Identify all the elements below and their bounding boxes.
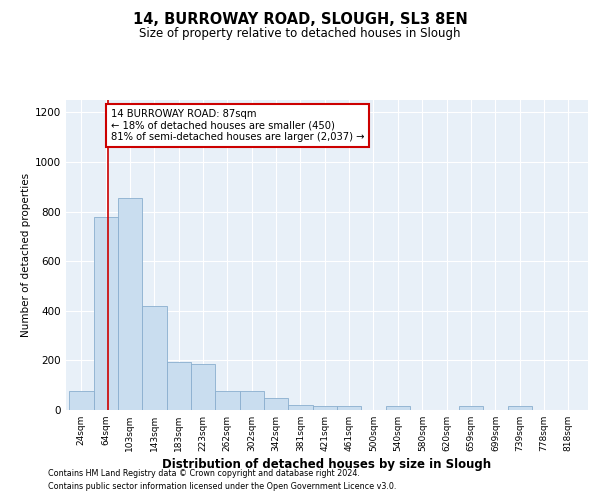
Bar [142, 306, 167, 410]
Text: Contains public sector information licensed under the Open Government Licence v3: Contains public sector information licen… [48, 482, 397, 491]
Bar [191, 364, 215, 410]
Bar [118, 198, 142, 410]
Bar [288, 405, 313, 410]
Bar [313, 406, 337, 410]
Text: Size of property relative to detached houses in Slough: Size of property relative to detached ho… [139, 28, 461, 40]
Y-axis label: Number of detached properties: Number of detached properties [21, 173, 31, 337]
Bar [215, 392, 239, 410]
Text: 14 BURROWAY ROAD: 87sqm
← 18% of detached houses are smaller (450)
81% of semi-d: 14 BURROWAY ROAD: 87sqm ← 18% of detache… [111, 108, 364, 142]
Bar [69, 392, 94, 410]
Bar [508, 406, 532, 410]
Bar [239, 392, 264, 410]
Text: Contains HM Land Registry data © Crown copyright and database right 2024.: Contains HM Land Registry data © Crown c… [48, 468, 360, 477]
Bar [337, 406, 361, 410]
Bar [264, 398, 288, 410]
X-axis label: Distribution of detached houses by size in Slough: Distribution of detached houses by size … [163, 458, 491, 471]
Bar [167, 362, 191, 410]
Text: 14, BURROWAY ROAD, SLOUGH, SL3 8EN: 14, BURROWAY ROAD, SLOUGH, SL3 8EN [133, 12, 467, 28]
Bar [386, 406, 410, 410]
Bar [94, 216, 118, 410]
Bar [458, 406, 483, 410]
